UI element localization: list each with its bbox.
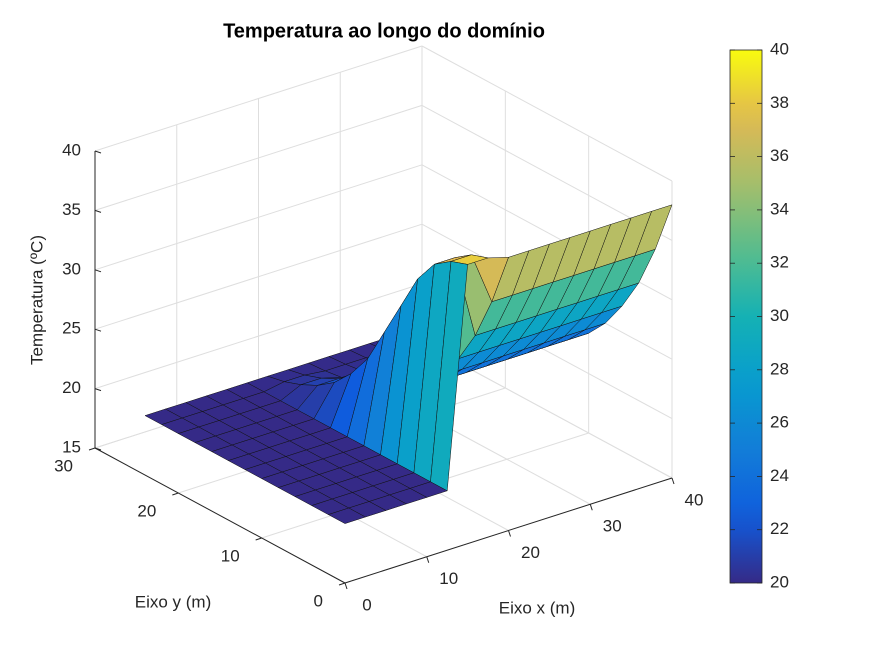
x-tick (426, 556, 430, 563)
grid-line (421, 45, 673, 182)
grid-line (94, 45, 423, 152)
y-tick-label: 30 (54, 456, 73, 475)
x-axis (344, 477, 673, 584)
grid-line (94, 104, 423, 211)
z-axis-label: Temperatura (ºC) (27, 235, 46, 365)
z-tick-label: 20 (62, 378, 81, 397)
y-tick-label: 0 (314, 591, 323, 610)
x-tick-label: 30 (603, 517, 622, 536)
chart-title: Temperatura ao longo do domínio (223, 20, 545, 42)
colorbar-tick-label: 36 (770, 146, 789, 165)
colorbar (729, 49, 763, 584)
colorbar-tick-label: 40 (770, 39, 789, 58)
colorbar-tick-label: 38 (770, 93, 789, 112)
colorbar-tick-label: 32 (770, 253, 789, 272)
z-tick-label: 35 (62, 200, 81, 219)
colorbar-tick-label: 22 (770, 519, 789, 538)
y-axis-label: Eixo y (m) (135, 592, 212, 611)
x-tick (508, 530, 511, 537)
x-tick (589, 504, 593, 511)
y-tick (338, 582, 346, 586)
colorbar-tick-label: 34 (770, 199, 789, 218)
z-tick-label: 30 (62, 259, 81, 278)
x-axis-label: Eixo x (m) (499, 598, 576, 617)
grid-line (94, 223, 423, 330)
surface-face (328, 507, 366, 524)
y-tick (255, 537, 262, 541)
z-tick (94, 269, 102, 273)
z-tick (94, 150, 102, 154)
x-tick (671, 477, 675, 485)
x-tick-label: 20 (521, 543, 540, 562)
y-tick-label: 10 (221, 546, 240, 565)
z-tick-label: 15 (62, 437, 81, 456)
colorbar-tick-label: 26 (770, 413, 789, 432)
y-tick (172, 492, 179, 496)
grid-line (94, 164, 423, 271)
y-tick-label: 20 (137, 501, 156, 520)
x-tick-label: 10 (439, 569, 458, 588)
y-axis (94, 447, 346, 584)
z-tick (94, 209, 102, 213)
colorbar-tick-label: 28 (770, 359, 789, 378)
y-tick (88, 447, 96, 451)
x-tick-label: 40 (685, 490, 704, 509)
grid-line (94, 283, 423, 390)
z-tick-label: 40 (62, 140, 81, 159)
colorbar-tick-label: 30 (770, 306, 789, 325)
colorbar-tick-label: 24 (770, 466, 789, 485)
colorbar-tick-label: 20 (770, 572, 789, 591)
z-tick (94, 388, 102, 392)
z-tick-label: 25 (62, 319, 81, 338)
x-tick-label: 0 (362, 595, 371, 614)
x-tick (344, 582, 348, 590)
z-tick (94, 328, 102, 332)
